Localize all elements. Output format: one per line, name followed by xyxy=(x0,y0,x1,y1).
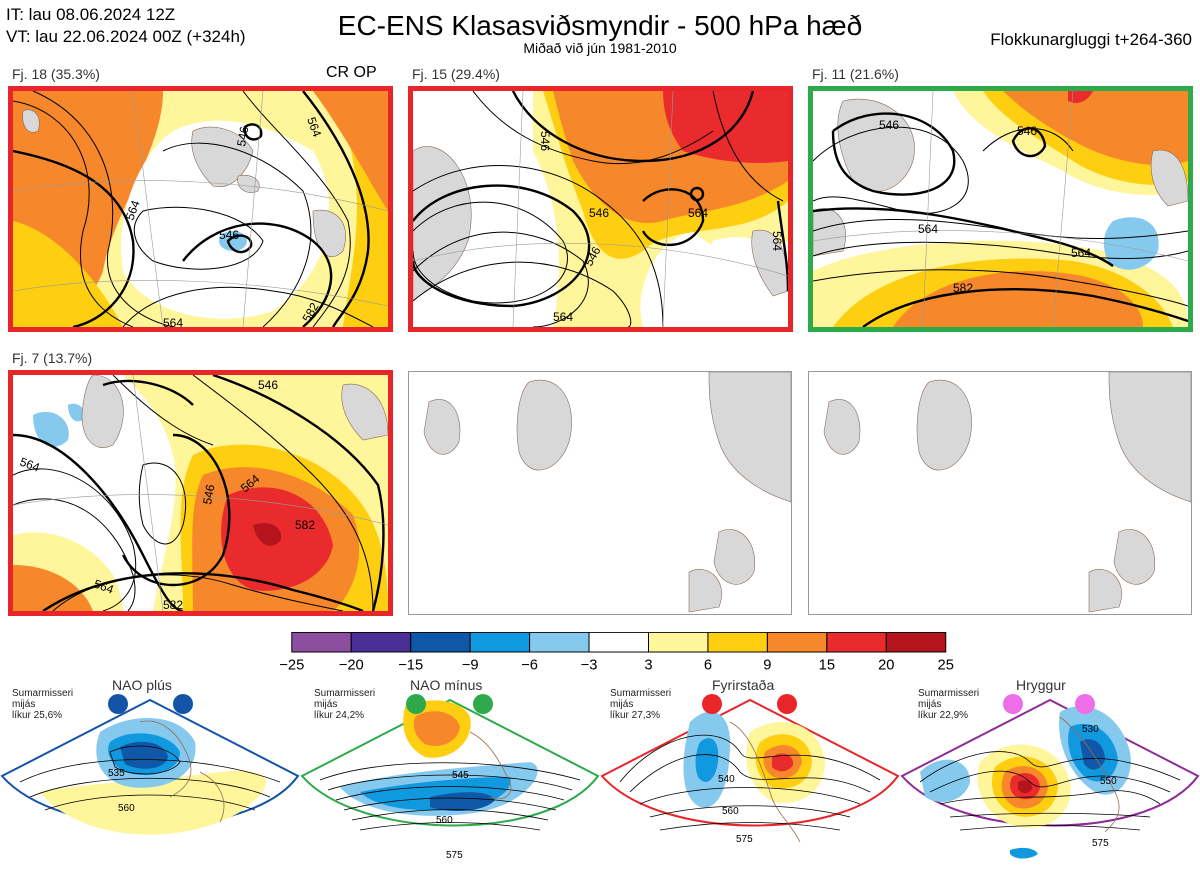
colorbar-tick-label: 6 xyxy=(704,658,712,674)
regime-dot xyxy=(1075,694,1095,714)
contour-label: 564 xyxy=(688,206,708,220)
colorbar-tick-label: 25 xyxy=(938,658,954,674)
contour-label: 560 xyxy=(722,806,739,817)
colorbar-tick-label: −20 xyxy=(339,658,364,674)
empty-map-1 xyxy=(408,371,792,615)
colorbar-tick-label: −9 xyxy=(462,658,479,674)
regime-1-info: Sumarmisseri mijás líkur 25,6% xyxy=(12,688,74,721)
regime-dot xyxy=(406,694,426,714)
regime-dot xyxy=(702,694,722,714)
colorbar-swatch xyxy=(826,631,887,653)
regime-2-info: Sumarmisseri mijás líkur 24,2% xyxy=(314,688,376,721)
cluster-4-map: 546 564 564 582 582 546 564 xyxy=(8,370,393,616)
page-title: EC-ENS Klasasviðsmyndir - 500 hPa hæð xyxy=(337,10,863,41)
colorbar-swatch xyxy=(648,631,709,653)
contour-label: 564 xyxy=(770,231,784,251)
regime-1-name: NAO plús xyxy=(112,677,172,693)
contour-label: 535 xyxy=(108,768,125,779)
colorbar-tick-label: −15 xyxy=(398,658,423,674)
regime-dot xyxy=(108,694,128,714)
contour-label: 546 xyxy=(589,206,609,220)
cluster-1-op-label: CR OP xyxy=(326,64,377,81)
empty-map-2 xyxy=(808,371,1192,615)
colorbar: −25 −20 −15 −9 −6 −3 3 6 9 15 20 25 xyxy=(279,631,960,679)
cluster-2-map: 546 564 546 564 564 546 xyxy=(408,86,793,332)
colorbar-swatch xyxy=(529,631,590,653)
run-info: IT: lau 08.06.2024 12Z VT: lau 22.06.202… xyxy=(6,4,246,48)
regime-nao-minus: 545 560 575 xyxy=(300,694,600,861)
regime-nao-plus: 535 560 xyxy=(0,694,300,835)
contour-label: 546 xyxy=(258,378,278,392)
regime-ridge: 530 550 575 xyxy=(900,694,1200,859)
contour-label: 550 xyxy=(1100,776,1117,787)
contour-label: 545 xyxy=(452,770,469,781)
colorbar-tick-label: 15 xyxy=(819,658,835,674)
regime-3-info: Sumarmisseri mijás líkur 27,3% xyxy=(610,688,672,721)
contour-label: 546 xyxy=(538,131,552,151)
init-time: IT: lau 08.06.2024 12Z xyxy=(6,5,176,24)
cluster-2-label: Fj. 15 (29.4%) xyxy=(412,66,500,82)
contour-label: 564 xyxy=(163,316,183,327)
regime-dot xyxy=(173,694,193,714)
contour-label: 564 xyxy=(123,198,143,222)
regime-dot xyxy=(473,694,493,714)
contour-label: 575 xyxy=(446,850,463,861)
contour-label: 564 xyxy=(92,577,116,597)
colorbar-tick-label: 3 xyxy=(644,658,652,674)
cluster-3-map: 546 546 564 564 582 xyxy=(808,86,1193,332)
regime-strip: 535 560 545 560 xyxy=(0,672,1200,871)
valid-time: VT: lau 22.06.2024 00Z (+324h) xyxy=(6,27,246,46)
page-subtitle: Miðað við jún 1981-2010 xyxy=(523,40,677,56)
contour-label: 530 xyxy=(1082,724,1099,735)
cluster-1-map: 564 546 582 564 546 564 xyxy=(8,86,393,332)
contour-label: 564 xyxy=(18,455,42,475)
colorbar-swatch xyxy=(291,631,352,653)
colorbar-swatch xyxy=(885,631,947,653)
contour-label: 546 xyxy=(879,118,899,132)
contour-label: 546 xyxy=(234,125,251,147)
contour-label: 575 xyxy=(1092,838,1109,849)
contour-label: 582 xyxy=(953,281,973,295)
contour-label: 546 xyxy=(200,483,217,505)
colorbar-tick-label: 20 xyxy=(878,658,894,674)
colorbar-swatch xyxy=(588,631,649,653)
contour-label: 564 xyxy=(918,222,938,236)
regime-4-name: Hryggur xyxy=(1016,677,1066,693)
contour-label: 540 xyxy=(718,774,735,785)
contour-label: 560 xyxy=(436,815,453,826)
colorbar-swatch xyxy=(707,631,768,653)
contour-label: 582 xyxy=(295,518,315,532)
regime-blocking: 540 560 575 xyxy=(600,694,900,845)
contour-label: 575 xyxy=(736,834,753,845)
regime-2-name: NAO mínus xyxy=(410,677,483,693)
regime-dot xyxy=(777,694,797,714)
classification-window: Flokkunargluggi t+264-360 xyxy=(990,30,1192,49)
colorbar-tick-label: 9 xyxy=(763,658,771,674)
contour-label: 564 xyxy=(1071,246,1091,260)
cluster-3-label: Fj. 11 (21.6%) xyxy=(812,66,899,82)
contour-label: 560 xyxy=(118,803,135,814)
contour-label: 546 xyxy=(219,228,239,242)
contour-label: 564 xyxy=(553,310,573,324)
contour-label: 546 xyxy=(1017,124,1037,138)
regime-4-info: Sumarmisseri mijás líkur 22,9% xyxy=(918,688,980,721)
contour-label: 582 xyxy=(163,598,183,611)
colorbar-tick-label: −3 xyxy=(581,658,598,674)
cluster-1-label: Fj. 18 (35.3%) xyxy=(12,66,100,82)
regime-3-name: Fyrirstaða xyxy=(712,677,775,693)
colorbar-swatch xyxy=(766,631,828,653)
colorbar-swatch xyxy=(469,631,531,653)
colorbar-tick-label: −25 xyxy=(280,658,304,674)
contour-label: 564 xyxy=(304,115,324,139)
colorbar-swatch xyxy=(350,631,412,653)
cluster-4-label: Fj. 7 (13.7%) xyxy=(12,350,93,366)
colorbar-swatch xyxy=(410,631,471,653)
regime-dot xyxy=(1003,694,1023,714)
colorbar-tick-label: −6 xyxy=(521,658,538,674)
